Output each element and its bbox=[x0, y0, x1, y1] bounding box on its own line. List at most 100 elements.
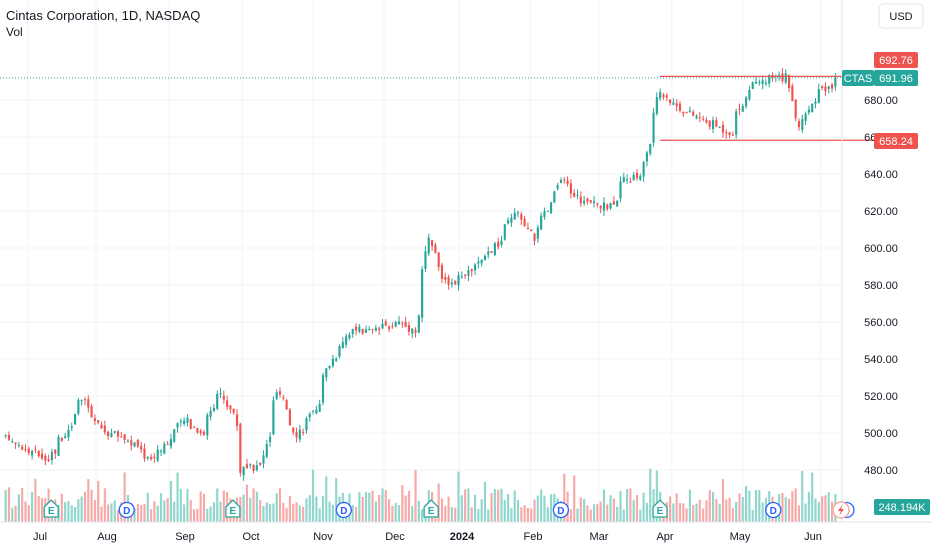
candle-body[interactable] bbox=[781, 73, 784, 82]
candle-body[interactable] bbox=[649, 143, 652, 154]
candle-body[interactable] bbox=[44, 455, 47, 461]
candle-body[interactable] bbox=[222, 395, 225, 400]
candle-body[interactable] bbox=[731, 134, 734, 136]
candle-body[interactable] bbox=[47, 459, 50, 461]
candle-body[interactable] bbox=[120, 436, 123, 438]
candle-body[interactable] bbox=[354, 326, 358, 331]
candle-body[interactable] bbox=[642, 162, 645, 177]
candle-body[interactable] bbox=[533, 233, 536, 241]
candle-body[interactable] bbox=[358, 326, 361, 332]
candle-body[interactable] bbox=[659, 91, 662, 99]
candle-body[interactable] bbox=[573, 193, 576, 197]
earnings-icon[interactable] bbox=[43, 499, 59, 518]
candle-body[interactable] bbox=[97, 419, 100, 423]
candle-body[interactable] bbox=[351, 328, 354, 334]
candle-body[interactable] bbox=[219, 393, 222, 395]
candle-body[interactable] bbox=[473, 264, 477, 271]
candle-body[interactable] bbox=[302, 431, 305, 433]
candle-body[interactable] bbox=[543, 211, 546, 217]
candle-body[interactable] bbox=[100, 424, 103, 429]
candle-body[interactable] bbox=[526, 227, 530, 229]
candle-body[interactable] bbox=[37, 450, 40, 457]
candle-body[interactable] bbox=[477, 261, 480, 264]
candle-body[interactable] bbox=[239, 423, 242, 473]
candle-body[interactable] bbox=[77, 400, 80, 414]
candle-body[interactable] bbox=[569, 183, 572, 194]
candle-body[interactable] bbox=[447, 277, 450, 285]
candle-body[interactable] bbox=[335, 358, 338, 361]
candle-body[interactable] bbox=[698, 117, 701, 119]
candle-body[interactable] bbox=[632, 174, 635, 181]
candle-body[interactable] bbox=[682, 111, 685, 114]
candle-body[interactable] bbox=[483, 255, 487, 261]
candle-body[interactable] bbox=[460, 276, 463, 278]
candle-body[interactable] bbox=[295, 432, 298, 438]
candle-body[interactable] bbox=[530, 229, 533, 231]
replay-flash-button[interactable] bbox=[832, 501, 850, 519]
candle-body[interactable] bbox=[308, 413, 311, 418]
candle-body[interactable] bbox=[546, 210, 549, 212]
candle-body[interactable] bbox=[655, 97, 658, 114]
candle-body[interactable] bbox=[17, 444, 20, 446]
candle-body[interactable] bbox=[133, 442, 136, 447]
candle-body[interactable] bbox=[83, 399, 87, 401]
candle-body[interactable] bbox=[315, 409, 318, 414]
candle-body[interactable] bbox=[612, 201, 615, 205]
candle-body[interactable] bbox=[150, 456, 153, 460]
candle-body[interactable] bbox=[345, 336, 348, 345]
candle-body[interactable] bbox=[292, 427, 295, 433]
candle-body[interactable] bbox=[140, 445, 143, 450]
candle-body[interactable] bbox=[592, 201, 596, 204]
candle-body[interactable] bbox=[692, 111, 695, 116]
earnings-icon[interactable] bbox=[423, 499, 439, 518]
candle-body[interactable] bbox=[758, 82, 761, 84]
candle-body[interactable] bbox=[668, 99, 672, 104]
candle-body[interactable] bbox=[196, 428, 199, 433]
candle-body[interactable] bbox=[199, 431, 202, 434]
candle-body[interactable] bbox=[817, 89, 820, 103]
candle-body[interactable] bbox=[328, 365, 331, 369]
candle-body[interactable] bbox=[596, 203, 599, 205]
candle-body[interactable] bbox=[107, 431, 110, 437]
candle-body[interactable] bbox=[288, 409, 292, 426]
candle-body[interactable] bbox=[635, 172, 639, 179]
candle-body[interactable] bbox=[721, 124, 725, 133]
candle-body[interactable] bbox=[454, 280, 457, 285]
candle-body[interactable] bbox=[80, 399, 83, 401]
candle-body[interactable] bbox=[807, 109, 810, 113]
candle-body[interactable] bbox=[427, 237, 430, 254]
candle-body[interactable] bbox=[444, 277, 447, 280]
candle-body[interactable] bbox=[450, 282, 453, 285]
candle-body[interactable] bbox=[282, 397, 285, 399]
candle-body[interactable] bbox=[787, 74, 791, 89]
candle-body[interactable] bbox=[388, 326, 391, 329]
candle-body[interactable] bbox=[708, 120, 711, 127]
candle-body[interactable] bbox=[259, 462, 262, 465]
candle-body[interactable] bbox=[397, 321, 401, 325]
candle-body[interactable] bbox=[586, 198, 589, 202]
candle-body[interactable] bbox=[830, 84, 834, 89]
candle-body[interactable] bbox=[318, 403, 321, 412]
candle-body[interactable] bbox=[130, 440, 133, 446]
candle-body[interactable] bbox=[675, 103, 678, 107]
candle-body[interactable] bbox=[189, 419, 192, 429]
candle-body[interactable] bbox=[269, 436, 272, 442]
candle-body[interactable] bbox=[54, 449, 57, 454]
candle-body[interactable] bbox=[665, 95, 668, 98]
candle-body[interactable] bbox=[249, 464, 252, 466]
candle-body[interactable] bbox=[4, 434, 7, 437]
candle-body[interactable] bbox=[685, 112, 688, 114]
candle-body[interactable] bbox=[186, 417, 189, 423]
candle-body[interactable] bbox=[374, 327, 377, 331]
candle-body[interactable] bbox=[173, 429, 176, 442]
candle-body[interactable] bbox=[811, 103, 814, 113]
candle-body[interactable] bbox=[440, 265, 444, 279]
candle-body[interactable] bbox=[824, 86, 827, 92]
candle-body[interactable] bbox=[470, 269, 473, 272]
candle-body[interactable] bbox=[378, 328, 381, 330]
candle-body[interactable] bbox=[70, 426, 73, 428]
candle-body[interactable] bbox=[156, 449, 159, 461]
candle-body[interactable] bbox=[338, 346, 341, 357]
currency-button-label[interactable]: USD bbox=[889, 11, 912, 23]
